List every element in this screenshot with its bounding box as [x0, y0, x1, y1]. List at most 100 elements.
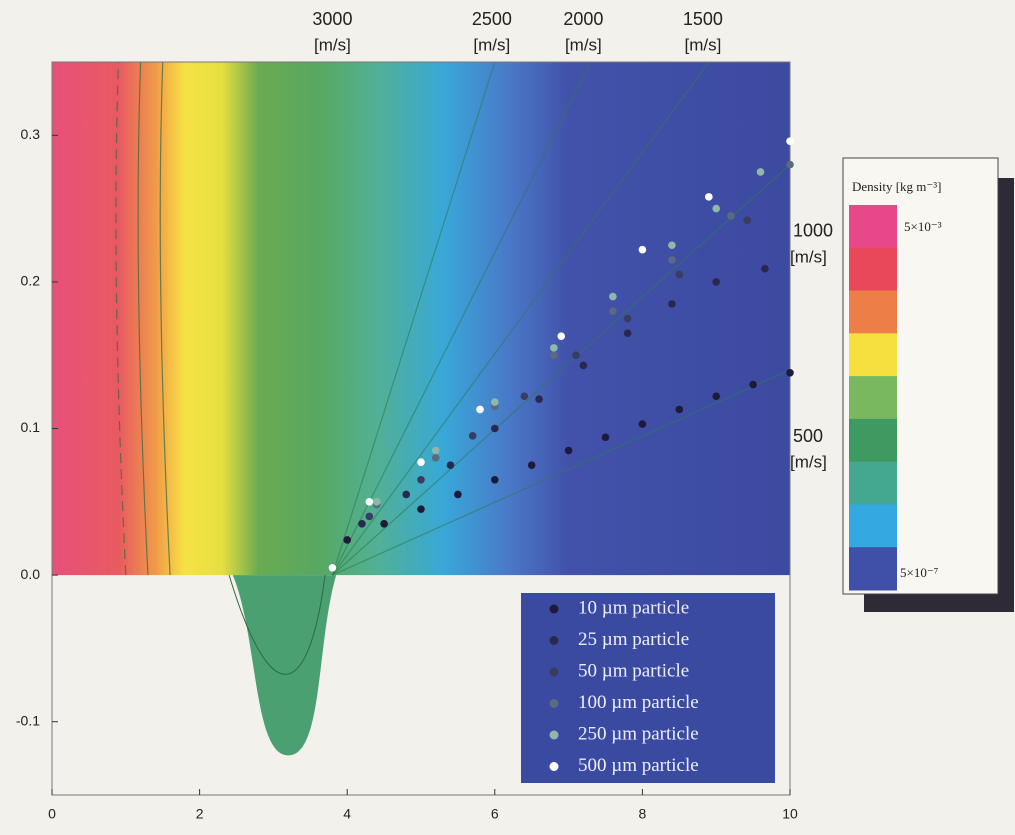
particle-point: [668, 300, 676, 308]
particle-point: [579, 361, 588, 370]
particle-point: [491, 424, 499, 433]
velocity-unit: [m/s]: [473, 35, 510, 54]
colorbar-band: [849, 504, 897, 548]
x-tick-label: 8: [639, 806, 647, 822]
particle-point: [358, 519, 366, 528]
particle-point: [417, 458, 425, 467]
velocity-label: 1500: [683, 9, 723, 29]
velocity-label: 2500: [472, 9, 512, 29]
legend-swatch: [549, 667, 559, 677]
legend-label: 50 µm particle: [578, 660, 689, 681]
y-tick-label: 0.3: [21, 126, 41, 142]
legend-swatch: [549, 699, 559, 708]
contour-line: [115, 61, 127, 576]
particle-point: [535, 395, 543, 403]
particle-point: [491, 476, 499, 484]
legend-swatch: [549, 762, 559, 771]
density-field: [52, 62, 790, 576]
particle-point: [380, 519, 388, 528]
particle-point: [365, 512, 374, 521]
legend-swatch: [549, 604, 559, 614]
particle-point: [623, 329, 632, 338]
velocity-unit: [m/s]: [565, 35, 602, 54]
particle-point: [468, 432, 477, 440]
velocity-unit: [m/s]: [684, 35, 721, 54]
particle-point: [417, 476, 425, 484]
velocity-label: 500: [793, 426, 823, 446]
particle-point: [476, 405, 484, 414]
legend: 10 µm particle 25 µm particle 50 µm partic…: [521, 593, 775, 783]
colorbar-max-label: 5×10⁻³: [904, 219, 942, 234]
colorbar-band: [849, 205, 897, 249]
colorbar-min-label: 5×10⁻⁷: [900, 565, 938, 580]
particle-point: [601, 433, 610, 442]
y-tick-label: 0.2: [21, 273, 41, 289]
particle-point: [372, 498, 381, 506]
velocity-unit: [m/s]: [790, 453, 827, 472]
particle-point: [491, 398, 499, 406]
particle-point: [675, 405, 684, 414]
legend-swatch: [549, 636, 559, 645]
colorbar-band: [849, 333, 897, 377]
particle-point: [668, 241, 676, 250]
contour-line: [332, 369, 791, 576]
legend-label: 250 µm particle: [578, 723, 699, 744]
colorbar-title: Density [kg m⁻³]: [852, 179, 941, 194]
particle-point: [328, 563, 337, 572]
particle-point: [572, 351, 580, 360]
particle-point: [609, 292, 617, 301]
particle-point: [712, 392, 720, 401]
contour-line: [332, 164, 791, 576]
particle-point: [520, 392, 529, 401]
particle-point: [557, 332, 566, 340]
colorbar: Density [kg m⁻³] 5×10⁻³ 5×10⁻⁷: [842, 157, 1014, 612]
plot-area: -0.1 0.0 0.1 0.2 0.3 0 2 4 6 8 10 10 µm particle 25 …: [16, 61, 798, 822]
velocity-label: 3000: [312, 9, 352, 29]
particle-point: [446, 461, 455, 469]
y-tick-label: 0.1: [21, 419, 41, 435]
legend-label: 100 µm particle: [578, 692, 699, 713]
particle-point: [786, 160, 794, 169]
particle-point: [743, 216, 751, 225]
particle-point: [623, 314, 632, 323]
particle-point: [675, 270, 684, 279]
particle-point: [749, 380, 757, 389]
velocity-unit: [m/s]: [314, 35, 351, 54]
particle-point: [417, 505, 425, 513]
contour-line: [331, 61, 496, 576]
particle-point: [727, 212, 735, 220]
colorbar-band: [849, 418, 897, 463]
legend-label: 500 µm particle: [578, 755, 699, 776]
colorbar-band: [849, 290, 897, 334]
particle-point: [786, 137, 794, 145]
y-tick-label: 0.0: [21, 566, 41, 582]
colorbar-band: [849, 247, 897, 292]
x-tick-label: 0: [48, 806, 56, 822]
density-dip: [232, 575, 337, 756]
contour-line: [331, 61, 592, 576]
particle-point: [705, 193, 713, 201]
particle-point: [454, 490, 462, 499]
legend-label: 25 µm particle: [578, 629, 689, 650]
particle-point: [638, 245, 647, 254]
particle-point: [431, 446, 440, 455]
particle-point: [550, 351, 558, 360]
x-tick-label: 2: [196, 806, 204, 822]
particle-point: [550, 344, 558, 352]
contour-line: [331, 61, 710, 576]
colorbar-band: [849, 376, 897, 420]
particle-point: [564, 446, 573, 455]
x-tick-label: 4: [343, 806, 351, 822]
particle-point: [756, 168, 765, 176]
particle-point: [365, 498, 374, 506]
x-tick-label: 10: [782, 806, 798, 822]
legend-box: [521, 593, 775, 783]
legend-swatch: [549, 730, 559, 740]
particle-point: [668, 256, 676, 264]
particle-point: [712, 278, 720, 286]
velocity-unit: [m/s]: [790, 247, 827, 266]
contour-line: [228, 574, 326, 675]
particle-point: [786, 368, 794, 377]
particle-point: [527, 461, 536, 469]
